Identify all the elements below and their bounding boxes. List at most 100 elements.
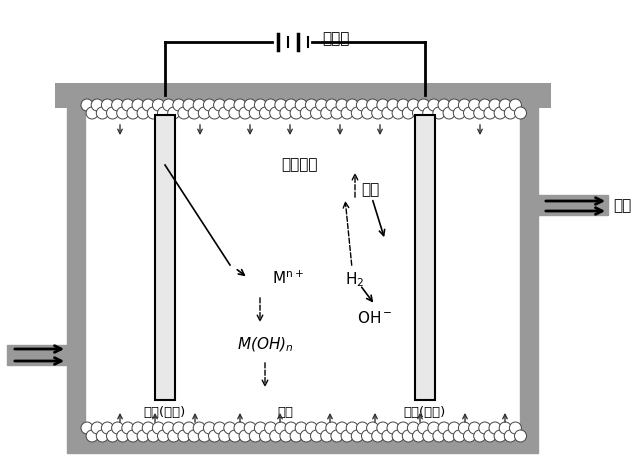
Circle shape <box>295 422 307 434</box>
Circle shape <box>331 107 343 119</box>
Circle shape <box>453 107 465 119</box>
Circle shape <box>489 99 501 111</box>
Circle shape <box>122 99 134 111</box>
Circle shape <box>219 430 230 442</box>
Circle shape <box>122 422 134 434</box>
Circle shape <box>397 99 409 111</box>
Bar <box>67 95 85 435</box>
Circle shape <box>443 430 455 442</box>
Circle shape <box>479 99 491 111</box>
Circle shape <box>198 107 211 119</box>
Circle shape <box>157 430 170 442</box>
Circle shape <box>280 430 292 442</box>
Circle shape <box>234 99 246 111</box>
Circle shape <box>111 99 124 111</box>
Circle shape <box>448 99 460 111</box>
Circle shape <box>152 99 164 111</box>
Circle shape <box>433 107 445 119</box>
Circle shape <box>316 422 328 434</box>
Bar <box>520 95 538 435</box>
Circle shape <box>300 430 312 442</box>
Text: $\mathregular{OH^-}$: $\mathregular{OH^-}$ <box>357 310 393 326</box>
Circle shape <box>96 430 108 442</box>
Circle shape <box>341 107 353 119</box>
Circle shape <box>504 107 516 119</box>
Circle shape <box>142 422 154 434</box>
Circle shape <box>204 99 216 111</box>
Circle shape <box>188 107 200 119</box>
Circle shape <box>321 107 333 119</box>
Circle shape <box>372 107 384 119</box>
Circle shape <box>285 99 297 111</box>
Circle shape <box>494 430 506 442</box>
Circle shape <box>259 430 271 442</box>
Circle shape <box>392 430 404 442</box>
Circle shape <box>422 430 435 442</box>
Text: $\mathregular{M^{n+}}$: $\mathregular{M^{n+}}$ <box>272 269 304 287</box>
Circle shape <box>515 430 527 442</box>
Text: 沉淀: 沉淀 <box>277 405 293 418</box>
Circle shape <box>250 107 261 119</box>
Circle shape <box>499 99 511 111</box>
Circle shape <box>372 430 384 442</box>
Circle shape <box>351 430 364 442</box>
Circle shape <box>275 99 287 111</box>
Circle shape <box>387 422 399 434</box>
Circle shape <box>244 422 256 434</box>
Circle shape <box>269 430 282 442</box>
Circle shape <box>239 107 251 119</box>
Circle shape <box>321 430 333 442</box>
Circle shape <box>509 422 522 434</box>
Circle shape <box>316 99 328 111</box>
Circle shape <box>209 430 221 442</box>
Circle shape <box>499 422 511 434</box>
Circle shape <box>91 99 103 111</box>
Circle shape <box>147 107 159 119</box>
Circle shape <box>239 430 251 442</box>
Circle shape <box>418 422 429 434</box>
Circle shape <box>168 107 180 119</box>
Circle shape <box>295 99 307 111</box>
Circle shape <box>106 430 118 442</box>
Circle shape <box>234 422 246 434</box>
Circle shape <box>214 422 226 434</box>
Bar <box>85 95 520 435</box>
Text: $\mathregular{M(OH)_n}$: $\mathregular{M(OH)_n}$ <box>237 336 293 354</box>
Circle shape <box>474 430 486 442</box>
Circle shape <box>489 422 501 434</box>
Circle shape <box>397 422 409 434</box>
Circle shape <box>326 99 338 111</box>
Circle shape <box>305 99 317 111</box>
Circle shape <box>147 430 159 442</box>
Circle shape <box>111 422 124 434</box>
Circle shape <box>392 107 404 119</box>
Circle shape <box>367 99 379 111</box>
Circle shape <box>387 99 399 111</box>
Bar <box>538 195 608 215</box>
Circle shape <box>91 422 103 434</box>
Circle shape <box>269 107 282 119</box>
Circle shape <box>178 430 190 442</box>
Circle shape <box>193 99 205 111</box>
Circle shape <box>453 430 465 442</box>
Text: 阴极(还原): 阴极(还原) <box>404 405 446 418</box>
Circle shape <box>280 107 292 119</box>
Circle shape <box>367 422 379 434</box>
Circle shape <box>285 422 297 434</box>
Circle shape <box>336 422 348 434</box>
Circle shape <box>443 107 455 119</box>
Circle shape <box>198 430 211 442</box>
Circle shape <box>413 107 424 119</box>
Circle shape <box>255 422 266 434</box>
Circle shape <box>264 422 276 434</box>
Circle shape <box>183 422 195 434</box>
Circle shape <box>168 430 180 442</box>
Circle shape <box>86 107 98 119</box>
Circle shape <box>509 99 522 111</box>
Circle shape <box>484 107 496 119</box>
Circle shape <box>229 107 241 119</box>
Circle shape <box>163 99 175 111</box>
Circle shape <box>244 99 256 111</box>
Circle shape <box>382 107 394 119</box>
Circle shape <box>101 422 113 434</box>
